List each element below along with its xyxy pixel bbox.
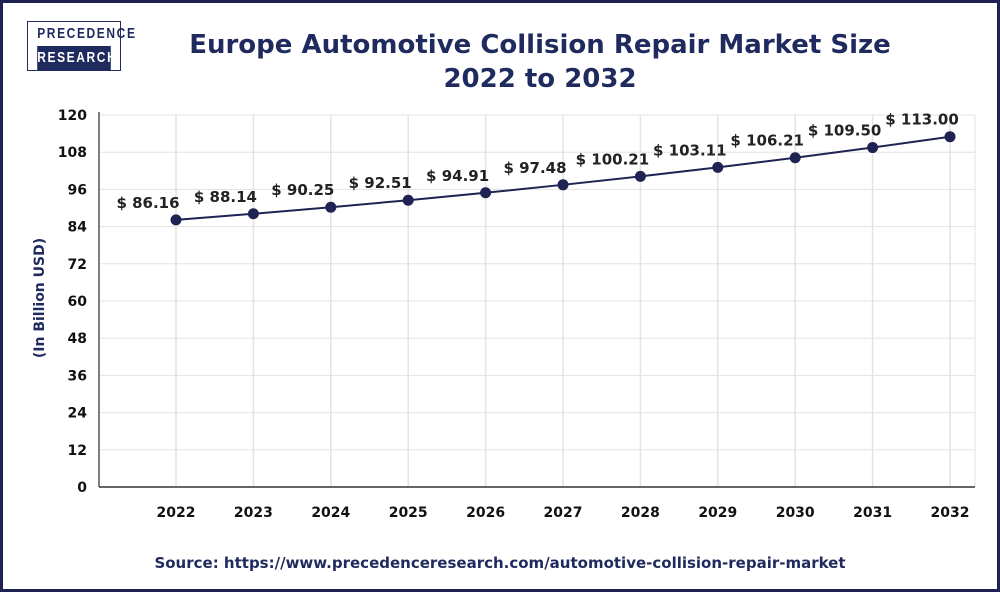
x-tick-label: 2026 [466,505,505,521]
data-point [247,208,259,220]
data-label: $ 92.51 [349,174,412,192]
data-label: $ 106.21 [730,132,804,150]
x-tick-label: 2025 [389,505,428,521]
logo-line1: PRECEDENCE [37,22,135,46]
data-label: $ 97.48 [503,159,566,177]
data-label: $ 86.16 [116,194,179,212]
data-label: $ 90.25 [271,181,334,199]
data-point [634,170,646,182]
data-point [867,142,879,154]
x-tick-label: 2022 [157,505,196,521]
y-tick-label: 0 [77,480,87,496]
x-tick-label: 2029 [698,505,737,521]
data-point [480,187,492,199]
chart-title: Europe Automotive Collision Repair Marke… [170,28,910,96]
y-tick-label: 96 [68,182,87,198]
y-tick-label: 84 [68,220,88,236]
x-tick-label: 2024 [311,505,350,521]
y-tick-label: 120 [58,108,87,124]
y-tick-label: 24 [68,406,88,422]
data-label: $ 109.50 [808,122,882,140]
chart-title-main: Europe Automotive Collision Repair Marke… [189,30,891,60]
chart-subtitle: 2022 to 2032 [443,64,637,94]
logo-line2: RESEARCH [37,46,116,70]
y-tick-label: 48 [68,331,87,347]
data-label: $ 113.00 [885,111,959,129]
y-tick-label: 60 [68,294,88,310]
y-tick-label: 108 [58,145,87,161]
data-label: $ 100.21 [576,150,650,168]
data-point [402,194,414,206]
data-point [170,214,182,226]
source-text: Source: https://www.precedenceresearch.c… [154,554,846,572]
x-tick-label: 2027 [544,505,583,521]
y-tick-label: 72 [68,257,87,273]
data-point [557,179,569,191]
data-label: $ 88.14 [194,188,257,206]
data-point [789,152,801,164]
x-tick-label: 2028 [621,505,660,521]
data-point [712,161,724,173]
y-tick-label: 12 [68,443,87,459]
data-point [944,131,956,143]
x-tick-label: 2032 [931,505,970,521]
data-label: $ 94.91 [426,167,489,185]
y-tick-label: 36 [68,368,87,384]
precedence-research-logo: PRECEDENCE RESEARCH [27,21,135,71]
x-tick-label: 2030 [776,505,815,521]
data-label: $ 103.11 [653,141,727,159]
x-tick-label: 2023 [234,505,273,521]
data-point [325,201,337,213]
x-tick-label: 2031 [853,505,892,521]
